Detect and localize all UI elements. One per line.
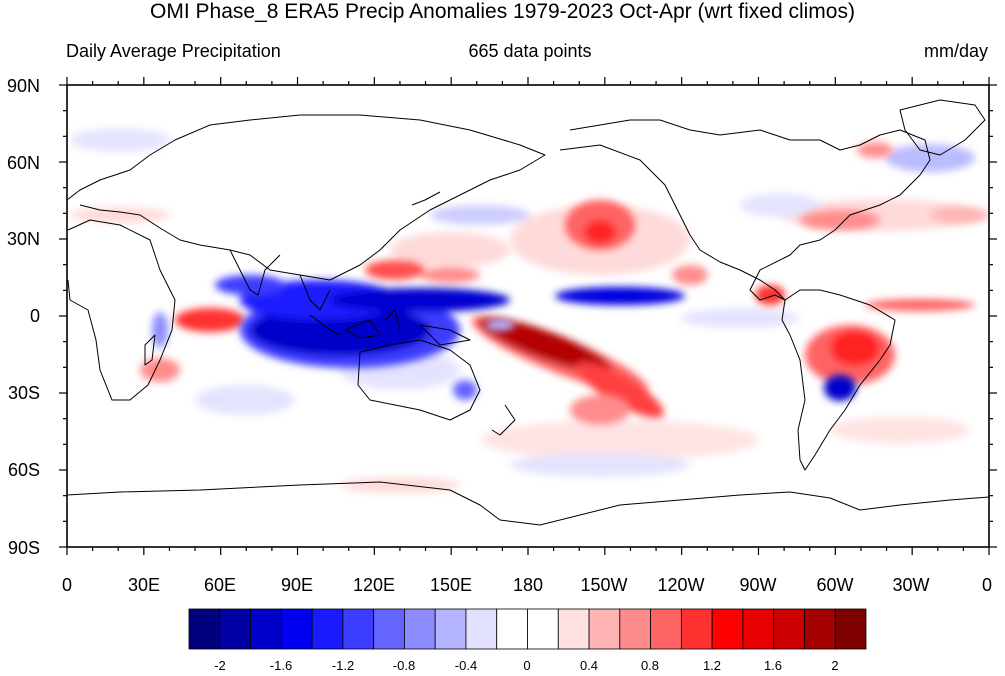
colorbar-swatch: [342, 608, 375, 650]
colorbar-swatch: [465, 608, 498, 650]
colorbar-tick-label: -2: [214, 658, 226, 673]
lon-label: 150W: [580, 575, 628, 595]
colorbar-tick-label: 2: [831, 658, 839, 673]
lon-label: 90E: [280, 575, 314, 595]
colorbar-swatch: [834, 608, 867, 650]
colorbar-swatch: [311, 608, 344, 650]
map-title: OMI Phase_8 ERA5 Precip Anomalies 1979-2…: [150, 0, 855, 23]
lat-label-60n: 60N: [6, 153, 40, 173]
colorbar-swatch: [250, 608, 282, 650]
colorbar-swatch: [742, 608, 775, 650]
coastlines: [67, 99, 989, 526]
colorbar-swatch: [219, 608, 251, 650]
anomaly-field: [70, 128, 989, 493]
lon-label: 30E: [127, 575, 161, 595]
lat-label-90n: 90N: [6, 76, 40, 96]
lat-label-90s: 90S: [7, 538, 40, 558]
colorbar-swatch: [496, 608, 528, 650]
colorbar-swatch: [434, 608, 467, 650]
colorbar-swatch: [373, 608, 405, 650]
colorbar-swatch: [188, 608, 221, 650]
colorbar-tick-label: -1.2: [331, 658, 355, 673]
lon-label: 60E: [203, 575, 237, 595]
lon-label: 150E: [429, 575, 473, 595]
lon-label: 0: [981, 575, 992, 595]
lon-label: 60W: [816, 575, 854, 595]
lon-label: 90W: [739, 575, 777, 595]
colorbar-tick-label: 0.4: [579, 658, 599, 673]
colorbar-swatch: [404, 608, 436, 650]
colorbar-tick-label: -0.8: [392, 658, 416, 673]
colorbar-swatch: [680, 608, 713, 650]
colorbar-swatch: [650, 608, 682, 650]
colorbar: [188, 608, 867, 650]
colorbar-tick-label: 1.6: [763, 658, 783, 673]
colorbar-tick-label: -0.4: [454, 658, 478, 673]
center-subtitle: 665 data points: [468, 41, 592, 61]
left-subtitle: Daily Average Precipitation: [66, 41, 281, 61]
colorbar-swatch: [280, 608, 313, 650]
units-label: mm/day: [923, 41, 988, 61]
colorbar-swatch: [588, 608, 621, 650]
lon-label: 120W: [657, 575, 705, 595]
colorbar-swatch: [711, 608, 744, 650]
lat-label-30s: 30S: [7, 383, 40, 403]
colorbar-tick-label: 0: [523, 658, 531, 673]
colorbar-swatch: [527, 608, 559, 650]
lon-label: 120E: [352, 575, 396, 595]
colorbar-tick-label: 1.2: [702, 658, 722, 673]
colorbar-swatch: [773, 608, 805, 650]
lon-label: 0: [61, 575, 72, 595]
colorbar-swatch: [619, 608, 651, 650]
colorbar-swatch: [804, 608, 836, 650]
colorbar-tick-label: -1.6: [269, 658, 293, 673]
colorbar-tick-label: 0.8: [640, 658, 660, 673]
lon-label: 30W: [892, 575, 930, 595]
lat-label-60s: 60S: [7, 460, 40, 480]
lat-label-30n: 30N: [6, 229, 40, 249]
colorbar-swatch: [557, 608, 590, 650]
lat-label-eq: 0: [29, 306, 40, 326]
lon-label: 180: [512, 575, 544, 595]
